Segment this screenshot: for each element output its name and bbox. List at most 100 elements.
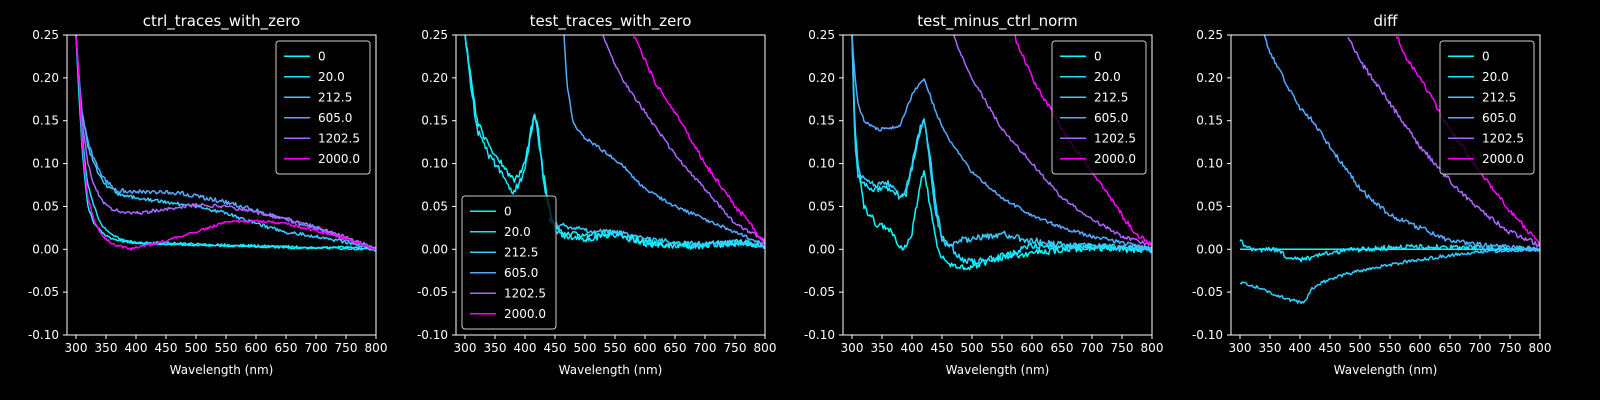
x-tick-label: 750	[1499, 341, 1522, 355]
y-tick-label: 0.10	[32, 157, 59, 171]
legend-entry: 212.5	[504, 245, 538, 259]
legend-frame	[1439, 40, 1535, 175]
chart-panel-3: test_minus_ctrl_norm 300 350 400 450 500 550 60…	[804, 12, 1164, 377]
axes-frame	[66, 34, 377, 336]
y-tick-label: -0.10	[804, 328, 835, 342]
series-line-20.0	[75, 35, 376, 251]
series-line-605.0	[1263, 35, 1540, 253]
x-tick-label: 600	[1409, 341, 1432, 355]
series-line-605.0	[851, 35, 1152, 252]
x-tick-label: 450	[931, 341, 954, 355]
x-tick-label: 650	[275, 341, 298, 355]
x-tick-label: 350	[484, 341, 507, 355]
y-tick-label: -0.10	[28, 328, 59, 342]
y-tick-label: 0.05	[808, 199, 835, 213]
legend-entry: 20.0	[1482, 70, 1509, 84]
x-tick-label: 450	[544, 341, 567, 355]
x-tick-label: 700	[694, 341, 717, 355]
x-tick-label: 600	[1021, 341, 1044, 355]
legend-frame	[1051, 40, 1147, 175]
x-tick-label: 500	[185, 341, 208, 355]
x-tick-label: 800	[754, 341, 777, 355]
legend-entry: 2000.0	[1094, 152, 1136, 166]
series-line-212.5	[851, 35, 1152, 254]
legend-entry: 1202.5	[1094, 131, 1136, 145]
x-tick-label: 650	[1051, 341, 1074, 355]
axes-frame	[1230, 34, 1541, 336]
y-tick-label: 0.00	[32, 242, 59, 256]
series-line-1202.5	[953, 35, 1152, 246]
x-tick-label: 550	[604, 341, 627, 355]
x-tick-label: 800	[1141, 341, 1164, 355]
axes-frame	[455, 34, 766, 336]
x-tick-label: 300	[841, 341, 864, 355]
y-tick-label: 0.10	[421, 157, 448, 171]
x-tick-label: 350	[95, 341, 118, 355]
legend-entry: 212.5	[318, 90, 352, 104]
legend: 0 20.0 212.5 605.0 1202.5 2000.0	[275, 40, 371, 175]
y-tick-label: 0.25	[1196, 28, 1223, 42]
legend-entry: 605.0	[1094, 111, 1128, 125]
x-tick-label: 500	[961, 341, 984, 355]
x-tick-label: 700	[305, 341, 328, 355]
series-line-212.5	[75, 35, 376, 251]
x-tick-label: 350	[871, 341, 894, 355]
y-tick-label: 0.05	[1196, 199, 1223, 213]
x-tick-label: 800	[365, 341, 388, 355]
x-tick-label: 650	[664, 341, 687, 355]
x-axis-label: Wavelength (nm)	[559, 363, 663, 377]
y-tick-label: 0.05	[421, 199, 448, 213]
x-tick-label: 300	[1229, 341, 1252, 355]
y-tick-label: 0.10	[1196, 157, 1223, 171]
chart-title: diff	[1373, 12, 1398, 30]
y-tick-label: 0.00	[1196, 242, 1223, 256]
legend: 0 20.0 212.5 605.0 1202.5 2000.0	[1051, 40, 1147, 175]
y-tick-label: 0.20	[32, 71, 59, 85]
x-tick-label: 750	[1111, 341, 1134, 355]
x-tick-label: 750	[724, 341, 747, 355]
x-tick-label: 400	[514, 341, 537, 355]
legend: 0 20.0 212.5 605.0 1202.5 2000.0	[1439, 40, 1535, 175]
y-tick-label: 0.25	[421, 28, 448, 42]
x-tick-label: 650	[1439, 341, 1462, 355]
x-tick-label: 750	[335, 341, 358, 355]
y-tick-label: -0.05	[28, 285, 59, 299]
y-tick-label: 0.25	[808, 28, 835, 42]
x-tick-label: 600	[634, 341, 657, 355]
legend-entry: 1202.5	[318, 131, 360, 145]
x-axis-label: Wavelength (nm)	[1334, 363, 1438, 377]
series-line-0	[464, 35, 765, 249]
x-tick-label: 550	[991, 341, 1014, 355]
legend-entry: 20.0	[318, 70, 345, 84]
x-tick-label: 450	[1319, 341, 1342, 355]
x-tick-label: 700	[1081, 341, 1104, 355]
chart-panel-2: test_traces_with_zero 300 350 400 450 500 550 6…	[417, 12, 777, 377]
y-tick-label: -0.10	[1192, 328, 1223, 342]
legend-entry: 2000.0	[318, 152, 360, 166]
y-tick-label: 0.15	[808, 114, 835, 128]
chart-title: test_minus_ctrl_norm	[917, 12, 1078, 31]
legend-entry: 0	[1094, 49, 1102, 63]
y-tick-label: 0.05	[32, 199, 59, 213]
legend-entry: 212.5	[1482, 90, 1516, 104]
y-tick-label: 0.25	[32, 28, 59, 42]
chart-panel-1: ctrl_traces_with_zero 300 350 400 450 500 550 6…	[28, 12, 388, 377]
x-tick-label: 550	[1379, 341, 1402, 355]
x-tick-label: 450	[155, 341, 178, 355]
x-axis-label: Wavelength (nm)	[946, 363, 1050, 377]
chart-panel-4: diff 300 350 400 450 500 550 600 650 700 750 800 -0.…	[1192, 12, 1552, 377]
legend-frame	[275, 40, 371, 175]
legend-entry: 2000.0	[1482, 152, 1524, 166]
series-line-20.0	[1239, 239, 1540, 263]
x-tick-label: 550	[215, 341, 238, 355]
legend-entry: 1202.5	[504, 286, 546, 300]
y-tick-label: -0.05	[1192, 285, 1223, 299]
legend-frame	[461, 195, 557, 330]
x-tick-label: 300	[454, 341, 477, 355]
series-line-2000.0	[75, 36, 376, 251]
x-axis-label: Wavelength (nm)	[170, 363, 274, 377]
y-tick-label: 0.00	[808, 242, 835, 256]
x-tick-label: 600	[245, 341, 268, 355]
x-tick-label: 500	[1349, 341, 1372, 355]
